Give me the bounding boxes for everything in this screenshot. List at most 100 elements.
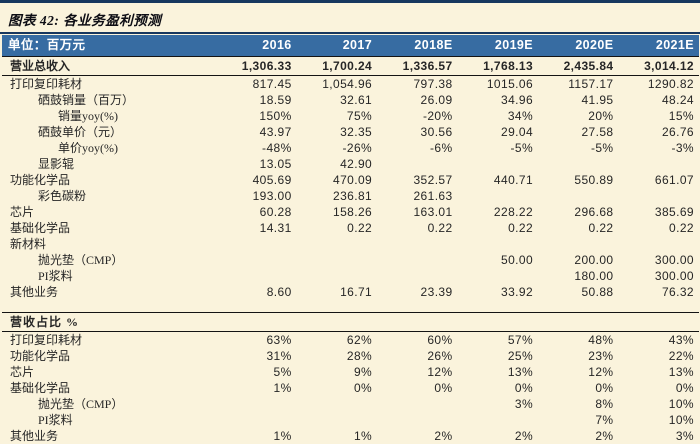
value-cell: 10% [668, 397, 694, 411]
value-cell: 23.39 [420, 285, 453, 299]
value-cell: 26% [427, 349, 453, 363]
value-cell: 550.89 [574, 173, 614, 187]
table-row: 抛光垫（CMP） 50.00 200.00 300.00 [2, 252, 699, 268]
row-label: 单价yoy(%) [58, 141, 118, 155]
value-cell: 200.00 [574, 253, 614, 267]
row-label: 其他业务 [10, 285, 59, 299]
value-cell: 228.22 [493, 205, 534, 219]
unit-label: 单位：百万元 [2, 35, 217, 57]
table-row: 功能化学品 31% 28% 26% 25% 23% 22% [2, 348, 699, 364]
year-header: 2019E [457, 35, 539, 57]
value-cell: 1% [273, 429, 292, 443]
value-cell: 2% [595, 429, 614, 443]
value-cell: 236.81 [333, 189, 373, 203]
table-row: 基础化学品 14.31 0.22 0.22 0.22 0.22 0.22 [2, 220, 699, 236]
value-cell: 261.63 [413, 189, 453, 203]
figure-title: 图表 42: 各业务盈利预测 [8, 13, 162, 28]
value-cell [618, 236, 699, 252]
value-cell [538, 188, 618, 204]
value-cell: -6% [430, 141, 453, 155]
value-cell: 18.59 [259, 93, 292, 107]
row-label: PI浆料 [38, 413, 73, 427]
value-cell: 31% [266, 349, 292, 363]
value-cell: 1290.82 [647, 77, 694, 91]
value-cell [216, 396, 296, 412]
table-row: 硒鼓销量（百万） 18.59 32.61 26.09 34.96 41.95 48.24 [2, 92, 699, 108]
row-label: 功能化学品 [10, 349, 71, 363]
value-cell: 0.22 [427, 221, 453, 235]
value-cell: 3,014.12 [618, 56, 699, 76]
value-cell: 3% [514, 397, 534, 411]
table-row: 芯片 5% 9% 12% 13% 12% 13% [2, 364, 699, 380]
value-cell: 193.00 [252, 189, 292, 203]
table-row: PI浆料 180.00 300.00 [2, 268, 699, 284]
row-label: 硒鼓单价（元） [38, 125, 123, 139]
value-cell: 3% [675, 429, 694, 443]
value-cell [297, 252, 377, 268]
value-cell: 661.07 [654, 173, 694, 187]
table-row: 单价yoy(%) -48% -26% -6% -5% -5% -3% [2, 140, 699, 156]
value-cell: 12% [427, 365, 453, 379]
value-cell: 28% [346, 349, 373, 363]
row-label: 抛光垫（CMP） [38, 253, 124, 267]
row-label: 抛光垫（CMP） [38, 397, 124, 411]
table-row: 显影辊 13.05 42.90 [2, 156, 699, 172]
value-cell [216, 412, 296, 428]
value-cell: 2% [434, 429, 453, 443]
value-cell [377, 236, 457, 252]
table-row: 抛光垫（CMP） 3% 8% 10% [2, 396, 699, 412]
value-cell: 13.05 [259, 157, 292, 171]
value-cell: 158.26 [333, 205, 373, 219]
value-cell [216, 252, 296, 268]
value-cell: -5% [590, 141, 614, 155]
section-header-label: 营收占比 % [2, 312, 699, 332]
value-cell: 150% [259, 109, 292, 123]
value-cell [377, 156, 457, 172]
value-cell: 42.90 [340, 157, 373, 171]
top-rule [0, 0, 700, 3]
value-cell: 48% [588, 333, 614, 347]
row-label: 基础化学品 [10, 221, 71, 235]
value-cell: 23% [588, 349, 614, 363]
value-cell: 30.56 [420, 125, 453, 139]
value-cell: 163.01 [413, 205, 453, 219]
value-cell: -5% [510, 141, 534, 155]
table-row: 硒鼓单价（元） 43.97 32.35 30.56 29.04 27.58 26.76 [2, 124, 699, 140]
value-cell: 1,336.57 [377, 56, 458, 76]
value-cell: 1,054.96 [322, 77, 373, 91]
value-cell: 180.00 [574, 269, 614, 283]
value-cell: 76.32 [661, 285, 694, 299]
value-cell: 57% [507, 333, 534, 347]
value-cell: 33.92 [501, 285, 534, 299]
value-cell: 32.61 [340, 93, 373, 107]
year-header: 2016 [216, 35, 297, 57]
value-cell: 8% [595, 397, 614, 411]
value-cell: 34% [507, 109, 534, 123]
value-cell: 1015.06 [486, 77, 534, 91]
row-label: 芯片 [10, 205, 35, 219]
value-cell [538, 156, 618, 172]
value-cell: 34.96 [501, 93, 534, 107]
value-cell: 27.58 [581, 125, 614, 139]
row-label: 硒鼓销量（百万） [38, 93, 135, 107]
value-cell: 20% [588, 109, 614, 123]
year-header: 2018E [377, 35, 458, 57]
value-cell: 0% [434, 381, 453, 395]
row-label: PI浆料 [38, 269, 73, 283]
value-cell: 63% [266, 333, 292, 347]
value-cell: 0.22 [508, 221, 534, 235]
value-cell [216, 236, 296, 252]
table-row: 营业总收入 1,306.33 1,700.24 1,336.57 1,768.13 2,4… [2, 56, 699, 76]
table-row: 打印复印耗材 817.45 1,054.96 797.38 1015.06 1157.17… [2, 76, 699, 93]
title-divider [0, 32, 700, 34]
value-cell: 14.31 [259, 221, 292, 235]
value-cell: 0% [595, 381, 614, 395]
value-cell: 12% [588, 365, 614, 379]
section-spacer [2, 300, 699, 313]
value-cell: 60.28 [259, 205, 292, 219]
value-cell [297, 268, 377, 284]
value-cell: 1,306.33 [216, 56, 297, 76]
value-cell: 2% [514, 429, 534, 443]
value-cell: 1157.17 [568, 77, 614, 91]
